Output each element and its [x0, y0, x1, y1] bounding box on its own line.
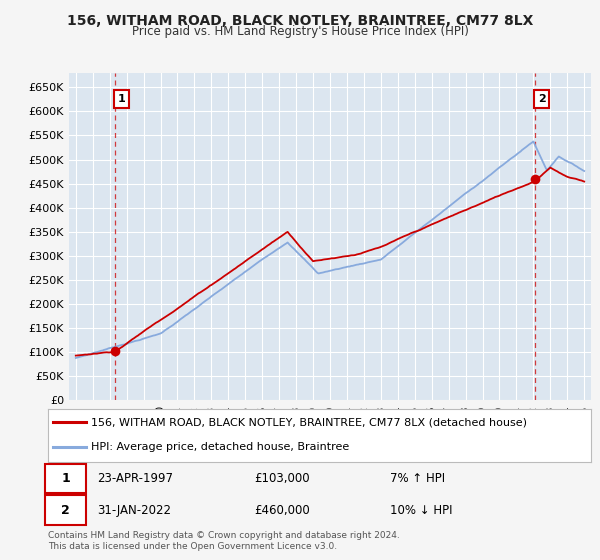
Text: Contains HM Land Registry data © Crown copyright and database right 2024.
This d: Contains HM Land Registry data © Crown c… — [48, 531, 400, 550]
Text: 2: 2 — [61, 503, 70, 516]
FancyBboxPatch shape — [45, 495, 86, 525]
Text: 1: 1 — [61, 472, 70, 485]
Text: £460,000: £460,000 — [254, 503, 310, 516]
Text: HPI: Average price, detached house, Braintree: HPI: Average price, detached house, Brai… — [91, 442, 350, 452]
Text: 1: 1 — [118, 94, 125, 104]
Text: 156, WITHAM ROAD, BLACK NOTLEY, BRAINTREE, CM77 8LX: 156, WITHAM ROAD, BLACK NOTLEY, BRAINTRE… — [67, 14, 533, 28]
Text: 23-APR-1997: 23-APR-1997 — [97, 472, 173, 485]
Text: 7% ↑ HPI: 7% ↑ HPI — [390, 472, 445, 485]
Text: 2: 2 — [538, 94, 545, 104]
Text: Price paid vs. HM Land Registry's House Price Index (HPI): Price paid vs. HM Land Registry's House … — [131, 25, 469, 38]
Text: £103,000: £103,000 — [254, 472, 310, 485]
FancyBboxPatch shape — [45, 464, 86, 493]
Text: 156, WITHAM ROAD, BLACK NOTLEY, BRAINTREE, CM77 8LX (detached house): 156, WITHAM ROAD, BLACK NOTLEY, BRAINTRE… — [91, 417, 527, 427]
Text: 31-JAN-2022: 31-JAN-2022 — [97, 503, 171, 516]
Text: 10% ↓ HPI: 10% ↓ HPI — [390, 503, 452, 516]
